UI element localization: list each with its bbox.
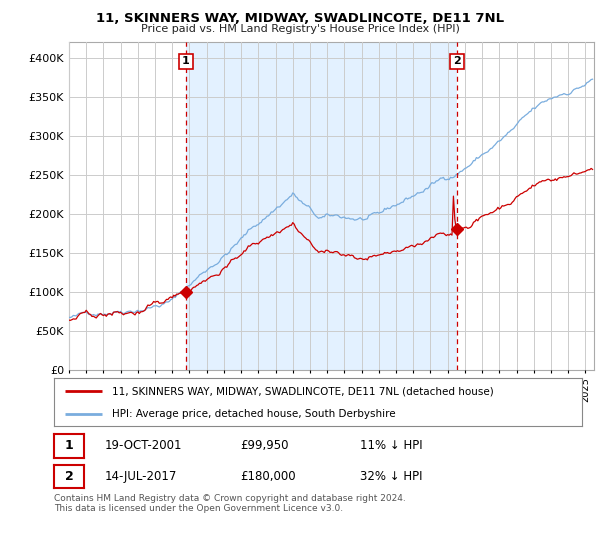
Text: 32% ↓ HPI: 32% ↓ HPI: [360, 470, 422, 483]
Text: HPI: Average price, detached house, South Derbyshire: HPI: Average price, detached house, Sout…: [112, 409, 396, 419]
Text: 11, SKINNERS WAY, MIDWAY, SWADLINCOTE, DE11 7NL: 11, SKINNERS WAY, MIDWAY, SWADLINCOTE, D…: [96, 12, 504, 25]
Text: 2: 2: [453, 57, 461, 67]
Text: 11% ↓ HPI: 11% ↓ HPI: [360, 439, 422, 452]
Text: 19-OCT-2001: 19-OCT-2001: [105, 439, 182, 452]
Text: 14-JUL-2017: 14-JUL-2017: [105, 470, 178, 483]
Text: 11, SKINNERS WAY, MIDWAY, SWADLINCOTE, DE11 7NL (detached house): 11, SKINNERS WAY, MIDWAY, SWADLINCOTE, D…: [112, 386, 494, 396]
Bar: [186, 42, 457, 370]
Text: Contains HM Land Registry data © Crown copyright and database right 2024.
This d: Contains HM Land Registry data © Crown c…: [54, 494, 406, 514]
Text: £180,000: £180,000: [240, 470, 296, 483]
Text: Price paid vs. HM Land Registry's House Price Index (HPI): Price paid vs. HM Land Registry's House …: [140, 24, 460, 34]
Text: 1: 1: [65, 439, 73, 452]
Text: 1: 1: [182, 57, 190, 67]
Text: 2: 2: [65, 470, 73, 483]
Text: £99,950: £99,950: [240, 439, 289, 452]
